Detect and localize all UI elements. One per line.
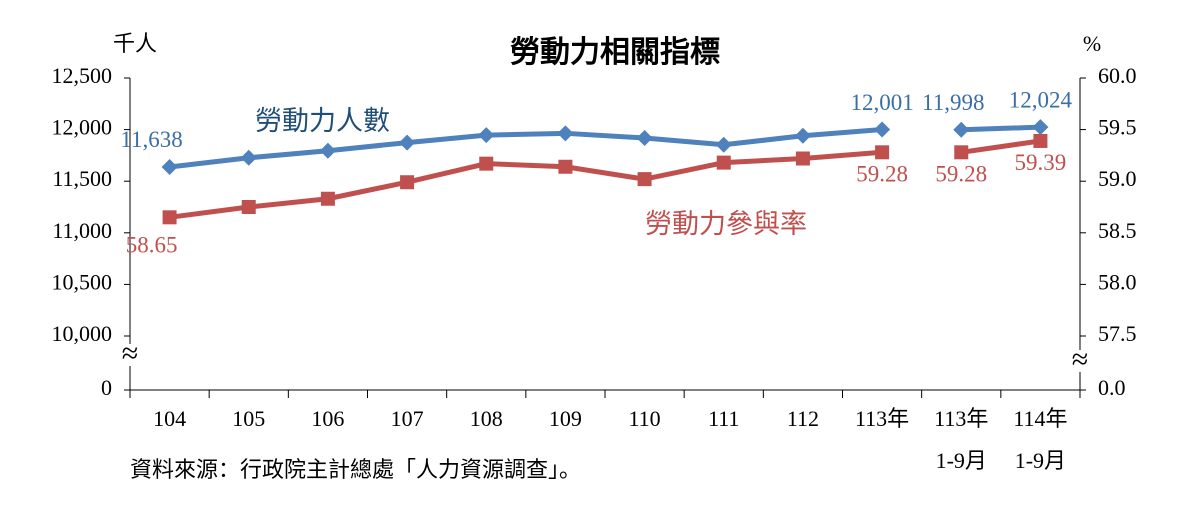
x-tick-label: 110 xyxy=(628,406,661,431)
marker xyxy=(320,191,335,206)
series-name: 勞動力參與率 xyxy=(645,209,807,239)
marker xyxy=(241,200,256,214)
data-label: 58.65 xyxy=(126,233,178,258)
y2-tick-label: 0.0 xyxy=(1098,375,1126,400)
y-tick-label: 11,000 xyxy=(52,218,112,243)
series-name: 勞動力人數 xyxy=(255,106,390,136)
axis-break xyxy=(1070,350,1090,372)
y2-unit: % xyxy=(1083,31,1101,56)
x-tick-label: 105 xyxy=(232,406,266,431)
x-tick-label: 113年 1-9月 xyxy=(934,406,989,473)
marker xyxy=(558,159,573,174)
y-tick-label: 10,000 xyxy=(52,321,113,346)
marker xyxy=(953,121,970,138)
y2-tick-label: 59.5 xyxy=(1098,115,1137,140)
series-line xyxy=(961,124,1041,133)
marker xyxy=(479,156,494,171)
data-label: 11,998 xyxy=(922,90,984,115)
y2-tick-label: 58.5 xyxy=(1098,218,1137,243)
y2-tick-label: 59.0 xyxy=(1098,166,1137,191)
series-line xyxy=(960,138,1041,155)
y-tick-label: 10,500 xyxy=(52,269,113,294)
marker xyxy=(954,145,969,160)
x-tick-label: 113年 xyxy=(854,406,910,431)
marker xyxy=(715,136,732,153)
chart-title: 勞動力相關指標 xyxy=(510,36,720,69)
marker xyxy=(319,142,336,159)
series-line xyxy=(169,127,883,170)
marker xyxy=(795,151,810,166)
marker xyxy=(874,121,891,138)
y-unit: 千人 xyxy=(113,31,157,56)
axis-break xyxy=(120,344,140,366)
x-tick-label: 114年 1-9月 xyxy=(1013,406,1068,473)
marker xyxy=(557,125,574,142)
marker xyxy=(1033,133,1048,148)
data-label: 12,024 xyxy=(1009,87,1073,112)
data-label: 59.39 xyxy=(1015,150,1067,175)
x-tick-label: 112 xyxy=(786,406,819,431)
data-label: 12,001 xyxy=(850,90,913,115)
source: 資料來源：行政院主計總處「人力資源調查」。 xyxy=(130,457,581,482)
x-tick-label: 107 xyxy=(390,406,424,431)
y-tick-label: 11,500 xyxy=(52,166,112,191)
y-tick-label: 12,500 xyxy=(52,63,113,88)
marker xyxy=(716,155,731,170)
axis-break: ≈ xyxy=(122,337,138,370)
y2-tick-label: 57.5 xyxy=(1098,321,1137,346)
x-tick-label: 111 xyxy=(708,406,740,431)
marker xyxy=(161,158,178,175)
x-tick-label: 104 xyxy=(153,406,187,431)
marker xyxy=(637,172,652,187)
y-tick-label: 12,000 xyxy=(52,115,113,140)
y2-tick-label: 58.0 xyxy=(1098,269,1137,294)
marker xyxy=(399,134,416,151)
marker xyxy=(794,127,811,144)
marker xyxy=(1032,119,1049,136)
marker xyxy=(875,145,890,160)
axis-break: ≈ xyxy=(1072,343,1088,376)
data-label: 11,638 xyxy=(120,127,182,152)
x-tick-label: 108 xyxy=(469,406,503,431)
x-tick-label: 106 xyxy=(311,406,345,431)
x-tick-label: 109 xyxy=(548,406,582,431)
data-label: 59.28 xyxy=(856,162,908,187)
series-line xyxy=(169,149,883,220)
y2-tick-label: 60.0 xyxy=(1098,63,1137,88)
marker xyxy=(400,175,415,190)
marker xyxy=(478,127,495,144)
marker xyxy=(240,149,257,166)
data-label: 59.28 xyxy=(935,162,987,187)
y-tick-label: 0 xyxy=(101,375,112,400)
marker xyxy=(636,129,653,146)
marker xyxy=(162,210,177,225)
